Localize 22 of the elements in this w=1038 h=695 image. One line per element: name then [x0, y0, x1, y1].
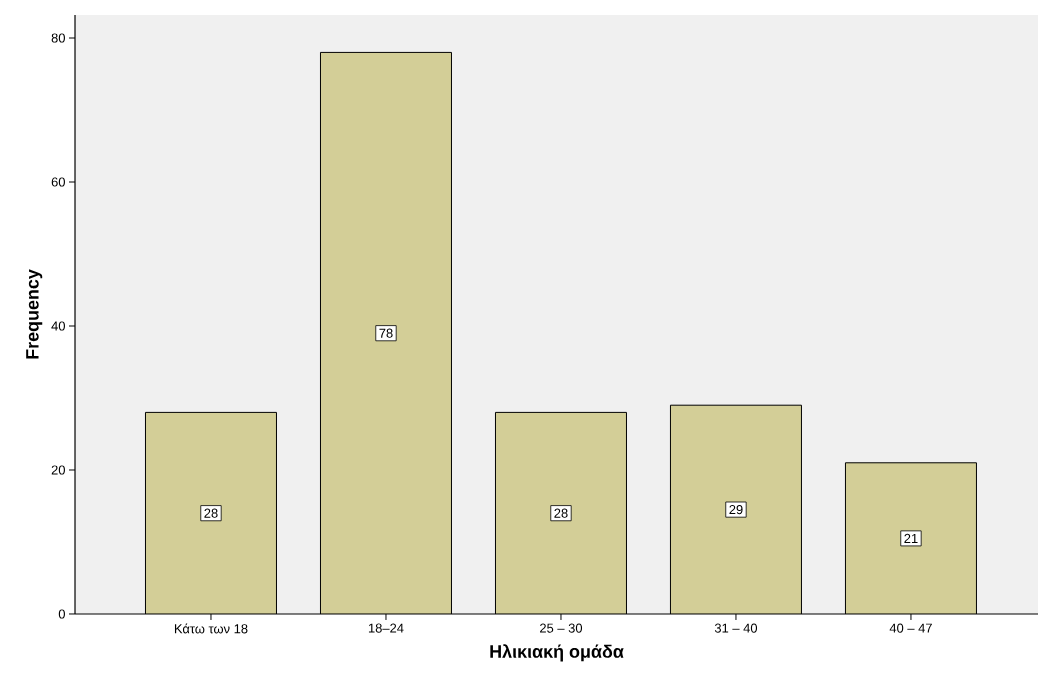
data-label: 78	[379, 328, 393, 338]
x-tick-label: 40 – 47	[889, 623, 932, 633]
x-axis-title: Ηλικιακή ομάδα	[490, 644, 624, 662]
x-tick-label: 25 – 30	[540, 623, 583, 633]
bar	[320, 52, 452, 614]
data-label: 28	[554, 508, 568, 518]
x-tick-label: 31 – 40	[714, 623, 758, 633]
y-tick-label: 20	[51, 465, 65, 475]
data-label: 21	[904, 533, 918, 543]
y-axis-title: Frequency	[26, 269, 43, 359]
bar	[670, 405, 802, 614]
y-tick-label: 40	[51, 321, 65, 331]
data-label: 29	[729, 505, 743, 515]
y-tick-label: 0	[58, 609, 65, 619]
y-tick-label: 80	[51, 33, 65, 43]
bar	[145, 412, 277, 614]
x-tick-label: Κάτω των 18	[174, 623, 248, 634]
bar	[844, 462, 977, 614]
bar	[495, 412, 627, 614]
x-tick-label: 18–24	[368, 623, 404, 633]
data-label: 28	[204, 508, 218, 518]
y-tick-label: 60	[51, 177, 65, 187]
